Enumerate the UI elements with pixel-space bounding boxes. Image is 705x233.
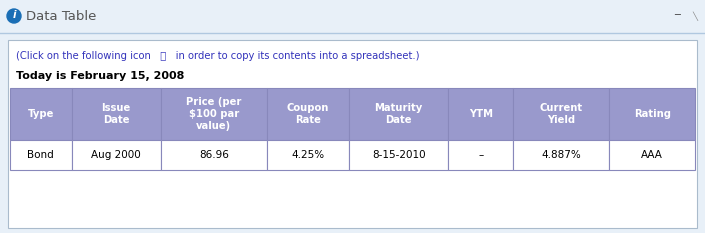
Text: ─: ─ (674, 10, 680, 20)
Bar (609, 88, 695, 140)
Text: 8-15-2010: 8-15-2010 (372, 150, 426, 160)
Text: AAA: AAA (642, 150, 663, 160)
Text: Rating: Rating (634, 109, 670, 119)
Text: i: i (12, 10, 16, 21)
Text: Maturity
Date: Maturity Date (374, 103, 423, 125)
Text: 4.25%: 4.25% (291, 150, 324, 160)
Text: Data Table: Data Table (26, 10, 97, 23)
Bar (448, 140, 513, 170)
Bar (513, 140, 609, 170)
Text: –: – (478, 150, 484, 160)
Text: 86.96: 86.96 (199, 150, 228, 160)
Bar (72, 88, 161, 140)
Text: Bond: Bond (27, 150, 54, 160)
Text: ╲: ╲ (692, 11, 697, 21)
Bar (10, 88, 72, 140)
Bar (609, 140, 695, 170)
Bar (161, 88, 267, 140)
Text: Issue
Date: Issue Date (102, 103, 131, 125)
Text: Coupon
Rate: Coupon Rate (287, 103, 329, 125)
Bar (349, 140, 448, 170)
Bar (349, 88, 448, 140)
Text: YTM: YTM (469, 109, 493, 119)
Bar (161, 140, 267, 170)
Bar (267, 140, 349, 170)
Text: Price (per
$100 par
value): Price (per $100 par value) (186, 97, 242, 131)
Text: 4.887%: 4.887% (541, 150, 582, 160)
Circle shape (7, 9, 21, 23)
Bar (72, 140, 161, 170)
Text: Today is February 15, 2008: Today is February 15, 2008 (16, 71, 185, 81)
Bar (513, 88, 609, 140)
Text: Current
Yield: Current Yield (540, 103, 583, 125)
Bar (267, 88, 349, 140)
Text: Aug 2000: Aug 2000 (92, 150, 141, 160)
Bar (448, 88, 513, 140)
Text: Type: Type (27, 109, 54, 119)
Text: (Click on the following icon   ⌖   in order to copy its contents into a spreadsh: (Click on the following icon ⌖ in order … (16, 51, 419, 61)
Bar (10, 140, 72, 170)
